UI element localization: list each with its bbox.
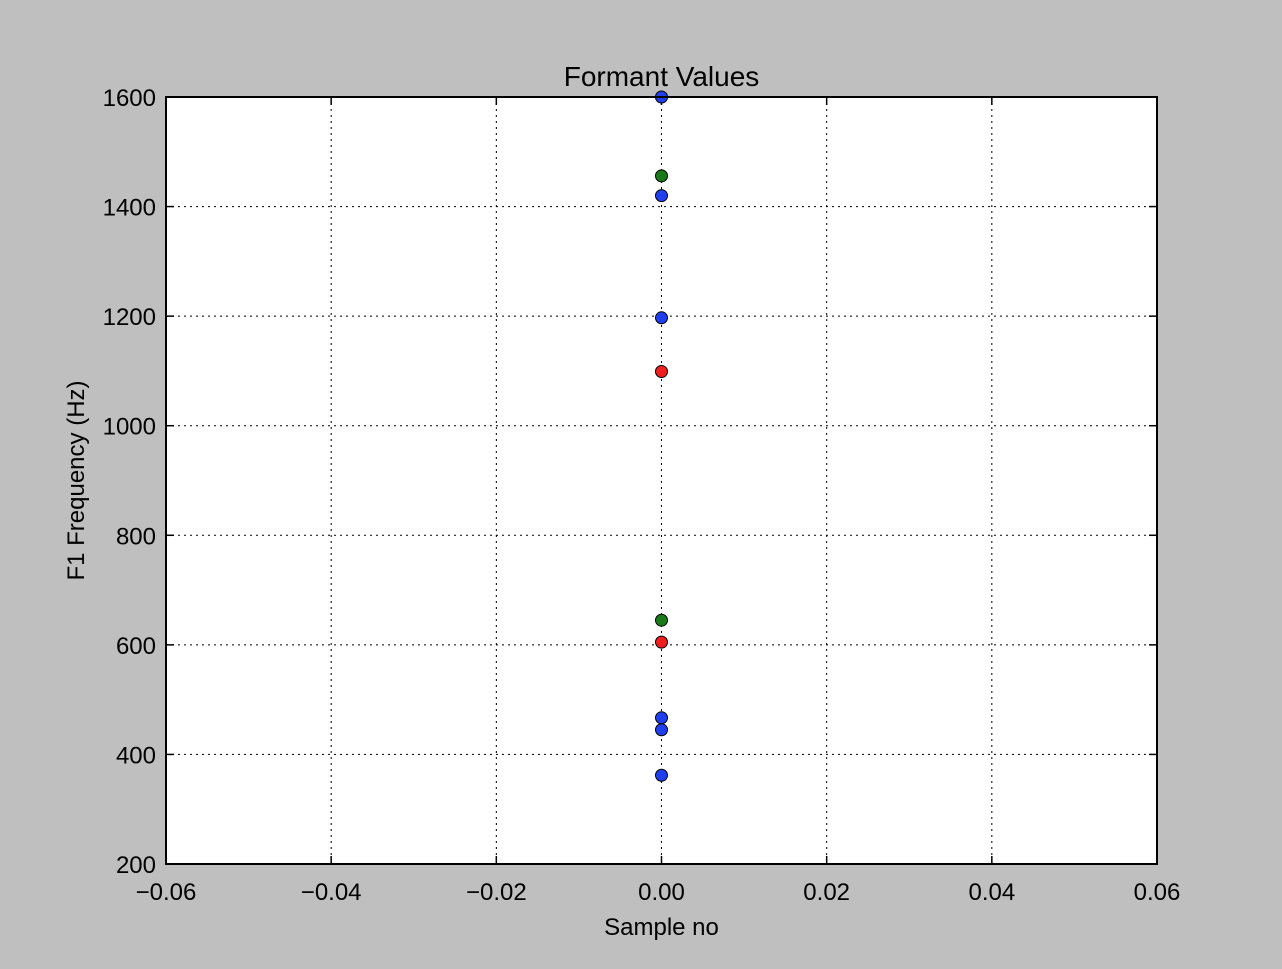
x-tick-label: −0.06: [136, 879, 197, 906]
x-tick-label: 0.04: [968, 879, 1015, 906]
x-tick-label: 0.02: [803, 879, 850, 906]
y-axis-label: F1 Frequency (Hz): [63, 380, 90, 580]
data-point: [655, 723, 668, 737]
data-points: [655, 90, 668, 782]
axes-frame: [165, 96, 1158, 865]
y-tick-label: 200: [116, 852, 156, 879]
grid-lines: [166, 97, 1157, 864]
tick-labels: −0.06 −0.04 −0.02 0.00 0.02 0.04 0.06 200 400 600…: [103, 85, 1181, 906]
data-point: [655, 711, 668, 725]
data-point: [655, 635, 668, 649]
y-tick-label: 1200: [103, 304, 156, 331]
y-tick-label: 1600: [103, 85, 156, 112]
data-point: [655, 613, 668, 627]
x-tick-label: 0.00: [638, 879, 685, 906]
data-point: [655, 364, 668, 378]
y-tick-label: 400: [116, 742, 156, 769]
x-axis-label: Sample no: [604, 914, 719, 941]
x-tick-label: 0.06: [1134, 879, 1181, 906]
data-point: [655, 189, 668, 203]
x-tick-label: −0.04: [301, 879, 362, 906]
data-point: [655, 311, 668, 325]
chart-title: Formant Values: [564, 61, 760, 92]
y-tick-label: 1400: [103, 195, 156, 222]
data-point: [655, 169, 668, 183]
y-tick-label: 600: [116, 633, 156, 660]
y-tick-label: 800: [116, 523, 156, 550]
x-tick-label: −0.02: [466, 879, 527, 906]
y-tick-label: 1000: [103, 414, 156, 441]
data-point: [655, 768, 668, 782]
